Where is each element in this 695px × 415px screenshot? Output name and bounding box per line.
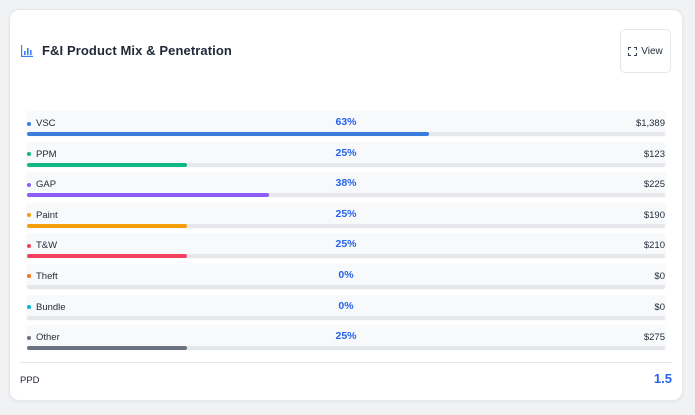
product-label-wrap: Other bbox=[27, 332, 60, 343]
penetration-bar bbox=[27, 132, 429, 136]
penetration-bar bbox=[27, 254, 187, 259]
penetration-track bbox=[27, 132, 665, 136]
fi-product-mix-card: F&I Product Mix & Penetration View VSC 6… bbox=[9, 9, 683, 401]
ppd-label: PPD bbox=[20, 375, 40, 386]
product-row: Paint 25% $190 bbox=[26, 202, 666, 234]
product-amount: $0 bbox=[654, 301, 665, 313]
product-color-dot bbox=[27, 305, 31, 310]
card-title-wrap: F&I Product Mix & Penetration bbox=[20, 43, 232, 58]
product-color-dot bbox=[27, 274, 31, 279]
product-percent: 63% bbox=[335, 116, 357, 128]
product-amount: $275 bbox=[643, 332, 665, 344]
product-color-dot bbox=[27, 152, 31, 157]
penetration-track bbox=[27, 162, 665, 167]
view-button[interactable]: View bbox=[620, 29, 671, 73]
product-row: PPM 25% $123 bbox=[26, 141, 666, 173]
penetration-track bbox=[27, 315, 665, 320]
expand-icon bbox=[628, 46, 638, 56]
product-percent: 38% bbox=[335, 177, 357, 190]
product-color-dot bbox=[27, 121, 31, 126]
product-label: Bundle bbox=[36, 301, 66, 313]
penetration-track bbox=[27, 254, 665, 259]
penetration-track bbox=[27, 193, 665, 198]
product-label-wrap: PPM bbox=[27, 149, 57, 160]
product-color-dot bbox=[27, 243, 31, 248]
product-label-wrap: Paint bbox=[27, 210, 58, 221]
view-button-label: View bbox=[641, 45, 663, 57]
product-row: Other 25% $275 bbox=[26, 325, 666, 356]
product-label: GAP bbox=[36, 179, 57, 191]
penetration-bar bbox=[27, 223, 187, 228]
product-color-dot bbox=[27, 335, 31, 340]
card-footer: PPD 1.5 bbox=[20, 362, 672, 398]
product-row: VSC 63% $1,389 bbox=[26, 111, 666, 142]
product-percent: 25% bbox=[335, 238, 357, 251]
product-label: PPM bbox=[36, 148, 57, 160]
product-amount: $1,389 bbox=[635, 118, 665, 129]
product-amount: $210 bbox=[643, 240, 665, 252]
product-row: Theft 0% $0 bbox=[26, 263, 666, 295]
product-label-wrap: Bundle bbox=[27, 302, 66, 313]
product-percent: 0% bbox=[338, 299, 354, 312]
product-rows: VSC 63% $1,389 PPM 25% $123 GAP 38% $225 bbox=[26, 111, 666, 356]
penetration-bar bbox=[27, 193, 270, 198]
product-color-dot bbox=[27, 213, 31, 218]
product-percent: 25% bbox=[335, 330, 357, 343]
product-row: Bundle 0% $0 bbox=[26, 294, 666, 326]
product-amount: $0 bbox=[654, 270, 665, 282]
penetration-track bbox=[27, 284, 665, 289]
product-label: Theft bbox=[36, 270, 58, 282]
product-amount: $190 bbox=[643, 209, 665, 221]
product-label-wrap: VSC bbox=[27, 118, 56, 129]
product-label-wrap: GAP bbox=[27, 179, 56, 190]
product-label-wrap: T&W bbox=[27, 240, 57, 251]
penetration-track bbox=[27, 223, 665, 228]
product-label: VSC bbox=[36, 118, 56, 129]
penetration-bar bbox=[27, 162, 187, 167]
penetration-bar bbox=[27, 346, 187, 351]
product-percent: 25% bbox=[335, 207, 357, 220]
product-label-wrap: Theft bbox=[27, 271, 58, 282]
product-row: T&W 25% $210 bbox=[26, 233, 666, 264]
ppd-value: 1.5 bbox=[653, 371, 672, 386]
product-label: Other bbox=[36, 332, 60, 344]
penetration-track bbox=[27, 346, 665, 351]
card-header: F&I Product Mix & Penetration View bbox=[10, 10, 682, 90]
product-color-dot bbox=[27, 182, 31, 187]
product-label: Paint bbox=[36, 209, 58, 221]
bar-chart-icon bbox=[20, 44, 34, 58]
product-label: T&W bbox=[36, 240, 58, 252]
product-amount: $225 bbox=[643, 179, 665, 191]
product-percent: 0% bbox=[338, 268, 354, 281]
product-amount: $123 bbox=[643, 148, 665, 160]
product-row: GAP 38% $225 bbox=[26, 172, 666, 203]
card-title: F&I Product Mix & Penetration bbox=[42, 43, 232, 58]
product-percent: 25% bbox=[335, 146, 357, 159]
